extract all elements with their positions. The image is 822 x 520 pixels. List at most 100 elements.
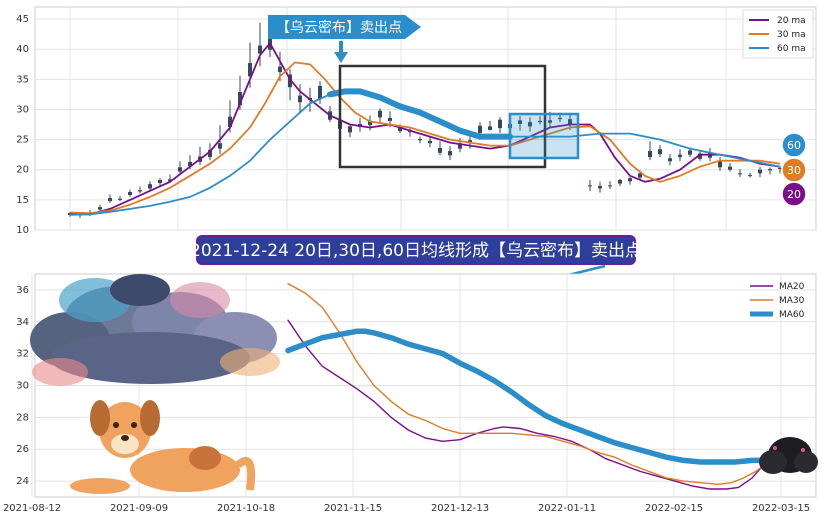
candle-body xyxy=(698,153,702,159)
cloud-puff xyxy=(170,282,230,318)
candle-body xyxy=(728,166,732,170)
y-tick-label: 30 xyxy=(16,104,29,115)
candle-body xyxy=(278,66,282,73)
ma-badges: 60 30 20 xyxy=(781,132,807,207)
candle-body xyxy=(118,198,122,200)
candle-body xyxy=(258,45,262,54)
cloud-puff xyxy=(794,451,818,473)
cloud-puff xyxy=(759,450,787,474)
candle-body xyxy=(168,179,172,182)
candle-body xyxy=(368,120,372,126)
candle-body xyxy=(458,143,462,149)
candle-body xyxy=(408,131,412,133)
candle-body xyxy=(388,117,392,121)
middle-title: 2021-12-24 20日,30日,60日均线形成【乌云密布】卖出点 xyxy=(190,235,642,285)
annotation-arrow-shape xyxy=(268,15,421,39)
y-tick-label: 45 xyxy=(16,14,29,25)
candle-body xyxy=(138,190,142,192)
bottom-x-ticks: 2021-08-12 2021-09-09 2021-10-18 2021-11-15… xyxy=(3,503,810,514)
y-tick-label: 15 xyxy=(16,195,29,206)
candle-body xyxy=(398,126,402,132)
dog-muzzle xyxy=(111,434,139,454)
legend-label-60ma: 60 ma xyxy=(777,44,806,54)
dog-paws xyxy=(70,478,130,494)
series-line-MA30 xyxy=(287,282,767,486)
badge-60-label: 60 xyxy=(787,139,801,152)
candle-body xyxy=(98,207,102,210)
candle-body xyxy=(238,91,242,106)
middle-title-box xyxy=(196,235,636,265)
candle-body xyxy=(488,126,492,130)
dog-eye xyxy=(131,422,137,428)
y-tick-label: 26 xyxy=(16,444,29,455)
candle-body xyxy=(618,179,622,184)
down-arrow-icon xyxy=(334,52,348,63)
cloud-puff xyxy=(110,274,170,306)
candle-body xyxy=(748,175,752,177)
middle-title-text: 2021-12-24 20日,30日,60日均线形成【乌云密布】卖出点 xyxy=(190,241,642,261)
dog-nose xyxy=(121,435,129,441)
legend-label-MA20: MA20 xyxy=(779,282,805,292)
bottom-legend: MA20 MA30 MA60 xyxy=(750,282,805,320)
cloud-puff xyxy=(32,358,88,386)
y-tick-label: 20 xyxy=(16,165,29,176)
x-tick-label: 2021-10-18 xyxy=(217,503,275,514)
candle-body xyxy=(218,143,222,149)
candle-body xyxy=(428,140,432,144)
candle-body xyxy=(598,186,602,189)
top-chart-panel: 10 15 20 25 30 35 40 45 【乌云密布】卖出点 20 ma 30 ma 6… xyxy=(16,6,817,236)
dark-cloud-illustration xyxy=(30,274,280,386)
y-tick-label: 30 xyxy=(16,381,29,392)
series-line-30-ma xyxy=(69,61,781,215)
legend-label-MA60: MA60 xyxy=(779,310,805,320)
x-tick-label: 2022-01-11 xyxy=(538,503,596,514)
y-tick-label: 25 xyxy=(16,135,29,146)
top-legend: 20 ma 30 ma 60 ma xyxy=(742,9,814,59)
y-tick-label: 10 xyxy=(16,225,29,236)
series-line-20-ma xyxy=(69,41,781,216)
candle-body xyxy=(628,178,632,182)
candle-body xyxy=(758,169,762,174)
candle-body xyxy=(298,95,302,103)
top-annotation: 【乌云密布】卖出点 xyxy=(268,15,421,63)
legend-label-20ma: 20 ma xyxy=(777,16,806,26)
candle-body xyxy=(498,119,502,129)
candle-body xyxy=(568,119,572,126)
candle-body xyxy=(768,169,772,171)
dog-eye xyxy=(113,422,119,428)
candle-body xyxy=(518,120,522,124)
candle-body xyxy=(548,120,552,123)
candle-body xyxy=(438,148,442,153)
highlight-ma60 xyxy=(327,88,513,140)
candle-body xyxy=(108,198,112,202)
crossover-box xyxy=(508,112,580,160)
candle-body xyxy=(288,74,292,88)
candle-body xyxy=(128,192,132,196)
candle-body xyxy=(588,185,592,187)
candle-body xyxy=(248,63,252,77)
top-grid xyxy=(35,7,816,231)
candle-body xyxy=(688,150,692,155)
candle-body xyxy=(378,110,382,118)
x-tick-label: 2022-03-15 xyxy=(752,503,810,514)
candle-body xyxy=(538,120,542,123)
dog-tail xyxy=(235,457,256,491)
bottom-y-ticks: 24 26 28 30 32 34 36 xyxy=(16,285,29,487)
annotation-top-text: 【乌云密布】卖出点 xyxy=(276,19,402,36)
cloud-puff xyxy=(50,332,250,384)
small-black-cloud xyxy=(759,437,818,474)
down-arrow-shaft xyxy=(339,41,343,53)
y-tick-label: 35 xyxy=(16,74,29,85)
y-tick-label: 34 xyxy=(16,317,29,328)
candle-body xyxy=(228,116,232,127)
x-tick-label: 2022-02-15 xyxy=(645,503,703,514)
x-tick-label: 2021-08-12 xyxy=(3,503,61,514)
bottom-ma-lines xyxy=(285,282,769,490)
cloud-spark xyxy=(773,446,777,450)
badge-30-label: 30 xyxy=(787,164,801,177)
candle-body xyxy=(718,160,722,168)
candle-body xyxy=(608,185,612,187)
cloud-puff xyxy=(220,348,280,376)
